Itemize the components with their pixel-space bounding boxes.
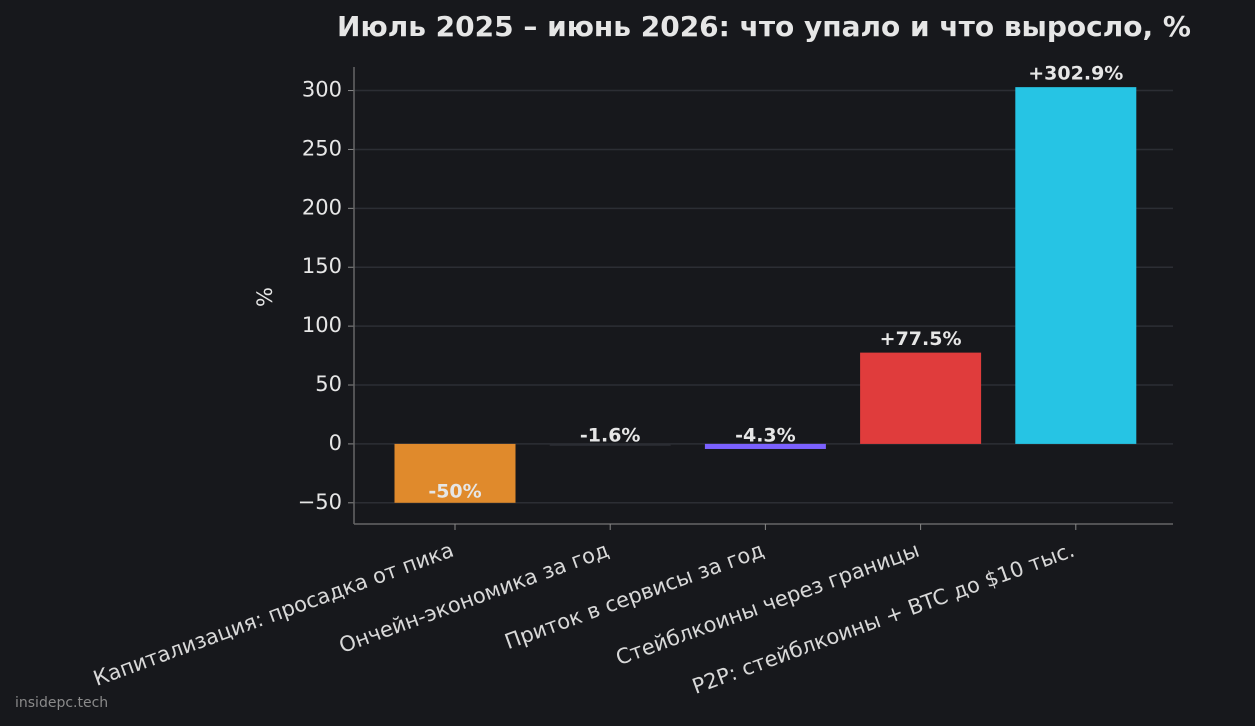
bar <box>1015 87 1137 444</box>
y-tick-label: 150 <box>302 254 342 278</box>
y-axis-label: % <box>253 287 277 307</box>
y-tick-label: 300 <box>302 78 342 102</box>
y-tick-label: 50 <box>315 372 342 396</box>
y-tick-label: 250 <box>302 136 342 160</box>
value-label: -4.3% <box>735 424 796 446</box>
y-tick-label: −50 <box>298 490 342 514</box>
bar <box>549 443 671 446</box>
bar <box>860 352 982 444</box>
value-label: +302.9% <box>1028 63 1123 85</box>
value-label: -50% <box>428 480 481 502</box>
y-tick-label: 0 <box>329 431 342 455</box>
value-label: +77.5% <box>880 328 962 350</box>
bar <box>394 443 516 503</box>
watermark: insidepc.tech <box>15 695 108 711</box>
bar <box>704 443 826 449</box>
chart-title: Июль 2025 – июнь 2026: что упало и что в… <box>337 10 1191 43</box>
y-tick-label: 100 <box>302 313 342 337</box>
value-label: -1.6% <box>580 424 641 446</box>
y-tick-label: 200 <box>302 195 342 219</box>
